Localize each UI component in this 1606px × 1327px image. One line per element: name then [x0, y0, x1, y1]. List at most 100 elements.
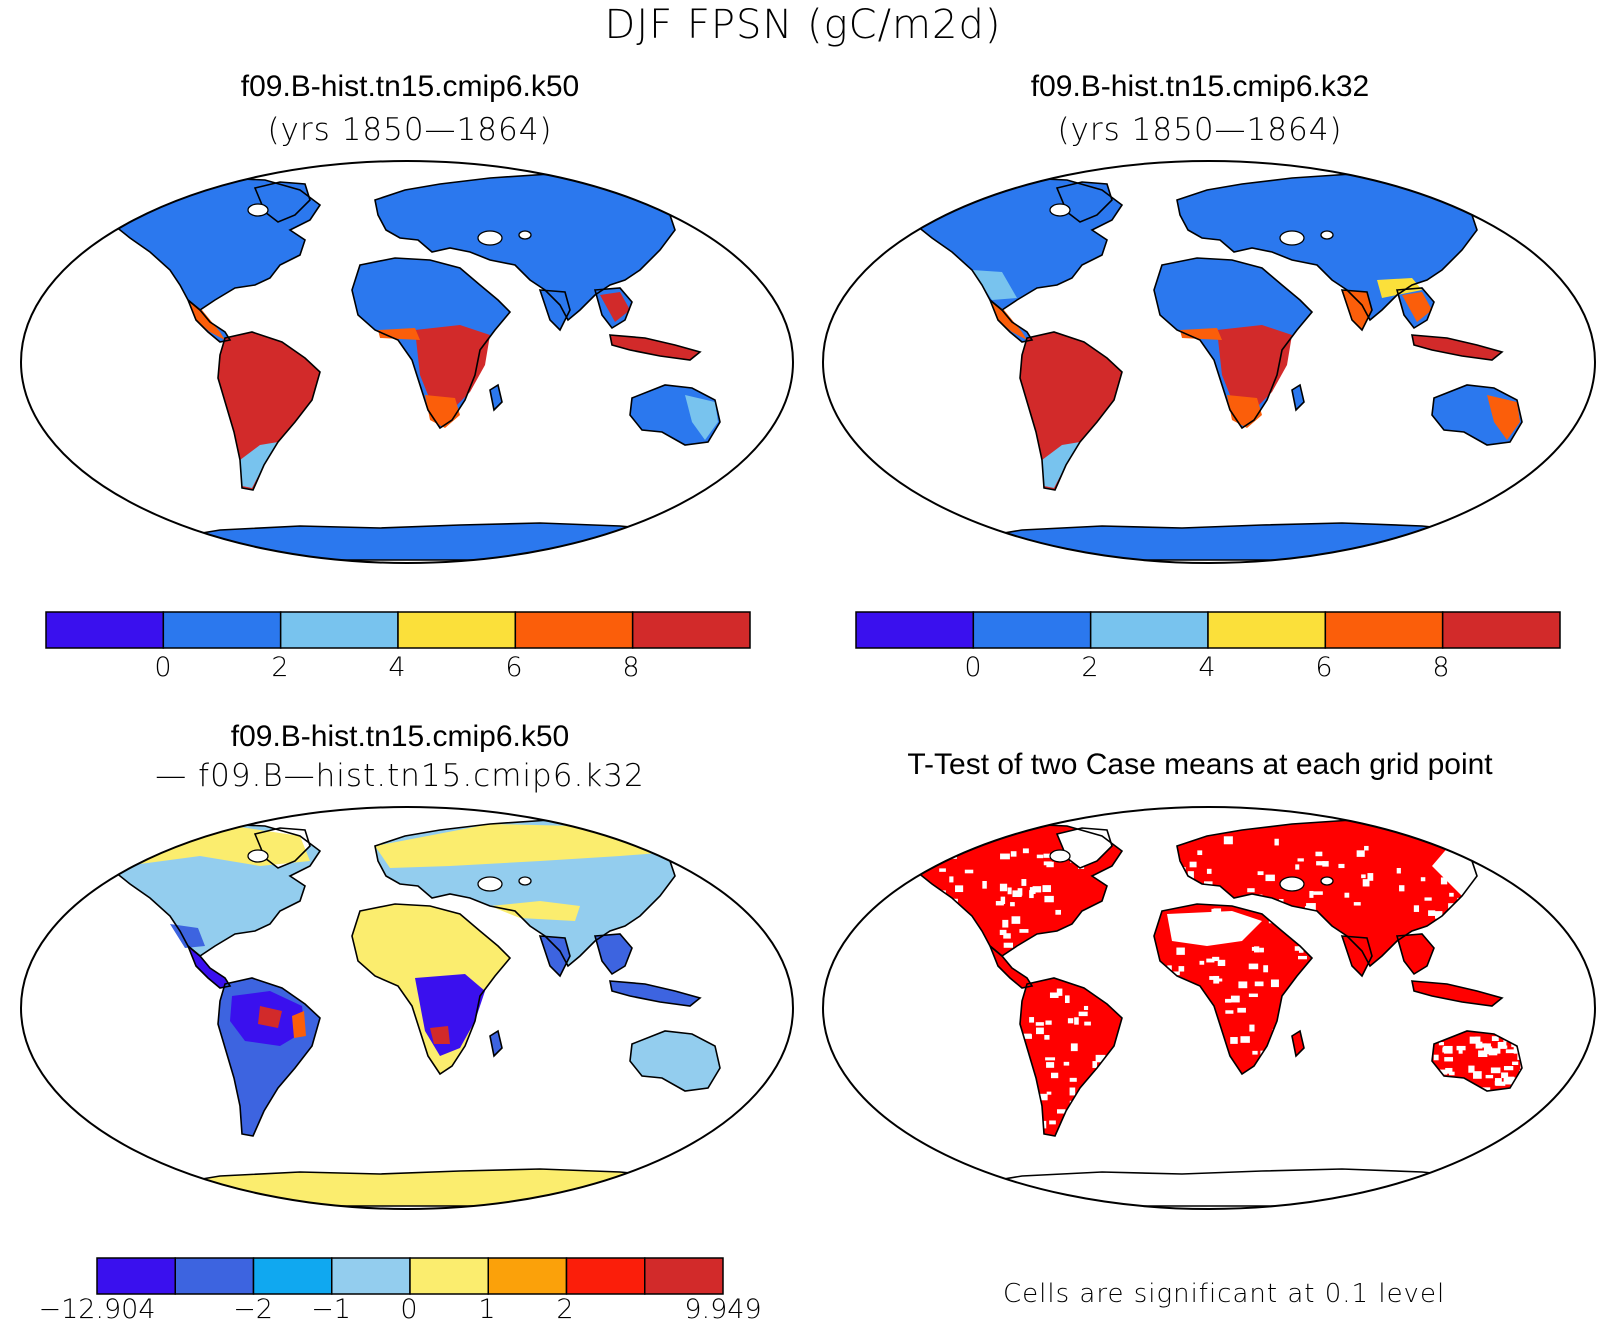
ttest-speckle — [1213, 908, 1222, 917]
map-frame — [20, 160, 794, 564]
ttest-speckle — [1119, 1037, 1129, 1045]
ttest-speckle — [1356, 850, 1365, 857]
ttest-speckle — [1520, 1061, 1525, 1069]
coastline-greenland — [1055, 827, 1113, 869]
india-orange — [1342, 290, 1372, 330]
coastline-africa — [1153, 903, 1314, 1076]
top-left-subtitle: (yrs 1850—1864) — [267, 112, 553, 148]
land-greenland — [1057, 182, 1112, 222]
colorbar-swatch — [331, 1257, 411, 1295]
ttest-speckle — [1434, 1081, 1440, 1089]
main-title: DJF FPSN (gC/m2d) — [604, 2, 1002, 48]
coastline-camerica — [187, 299, 232, 343]
ttest-speckle — [1298, 955, 1307, 960]
ttest-speckle — [1178, 966, 1185, 972]
ttest-speckle — [1199, 960, 1205, 965]
ttest-speckle — [1163, 1040, 1174, 1045]
ttest-speckle — [1274, 838, 1279, 846]
coastline-samerica — [1019, 977, 1123, 1137]
colorbar-swatch — [514, 611, 634, 649]
ttest-speckle — [1212, 956, 1220, 962]
coastline-samerica — [217, 331, 321, 491]
lake — [1279, 876, 1305, 892]
ttest-speckle — [1161, 1013, 1170, 1021]
ttest-speckle — [1353, 902, 1361, 906]
ttest-speckle — [1189, 861, 1197, 868]
ttest-speckle — [973, 936, 981, 942]
ttest-speckle — [1046, 1062, 1055, 1068]
ttest-speckle — [1260, 1050, 1267, 1057]
cbar-bl-tick-neg2: −2 — [233, 1294, 273, 1325]
lake — [1279, 230, 1305, 246]
land-greenland — [1057, 828, 1112, 868]
ttest-speckle — [939, 868, 946, 872]
coastline-camerica — [989, 299, 1034, 343]
ttest-speckle — [1074, 1017, 1079, 1025]
ttest-speckle — [1446, 930, 1454, 939]
lake — [247, 203, 269, 217]
ttest-speckle — [1107, 1110, 1116, 1118]
ttest-speckle — [1513, 1080, 1518, 1086]
ttest-speckle — [1110, 1071, 1115, 1078]
top-left-title: f09.B-hist.tn15.cmip6.k50 — [240, 70, 580, 103]
ttest-speckle — [1223, 836, 1233, 845]
ttest-speckle — [1084, 1021, 1091, 1026]
ttest-speckle — [1433, 1054, 1439, 1061]
ttest-speckle — [1095, 1116, 1100, 1124]
ttest-speckle — [966, 922, 976, 931]
ttest-speckle — [1367, 873, 1374, 881]
ttest-speckle — [1089, 1116, 1095, 1123]
cbar-tl-tick-8: 8 — [622, 652, 640, 683]
ttest-speckle — [1470, 896, 1477, 902]
ttest-speckle — [1039, 1093, 1048, 1101]
colorbar-swatch — [174, 1257, 255, 1295]
cbar-tr-tick-2: 2 — [1081, 652, 1099, 683]
ttest-speckle — [1192, 1003, 1198, 1008]
china-yellow — [1377, 278, 1422, 298]
ttest-speckle — [1003, 942, 1013, 948]
ttest-speckle — [1503, 1066, 1514, 1071]
lake — [247, 849, 269, 863]
ttest-speckle — [1103, 897, 1109, 903]
lake — [126, 205, 134, 211]
ttest-speckle — [1298, 946, 1304, 953]
ttest-speckle — [1083, 1005, 1089, 1011]
ttest-speckle — [1413, 905, 1420, 912]
ttest-speckle — [1505, 1049, 1516, 1054]
ttest-speckle — [1512, 1061, 1519, 1066]
ttest-speckle — [1187, 871, 1194, 880]
bottom-right-title: T-Test of two Case means at each grid po… — [907, 748, 1493, 781]
ttest-speckle — [1249, 1024, 1255, 1032]
lake — [957, 197, 967, 203]
lake — [1049, 849, 1071, 863]
ttest-speckle — [1503, 1076, 1508, 1083]
ttest-speckle — [1494, 1078, 1502, 1084]
ttest-speckle — [1049, 992, 1059, 998]
ttest-speckle — [1259, 947, 1264, 953]
colorbar-swatch — [1441, 611, 1561, 649]
ttest-speckle — [1504, 1076, 1515, 1085]
ttest-speckle — [1078, 1011, 1088, 1017]
coastline-india — [538, 289, 571, 332]
colorbar-swatch — [855, 611, 975, 649]
ttest-speckle — [1046, 1091, 1052, 1095]
coastline-africa — [351, 903, 512, 1076]
ttest-speckle — [1209, 976, 1215, 980]
land-india — [540, 936, 570, 976]
ttest-speckle — [936, 890, 946, 895]
ttest-speckle — [1022, 1066, 1032, 1074]
ttest-speckle — [1032, 886, 1042, 893]
ttest-speckle — [1434, 911, 1443, 919]
ttest-speckle — [1335, 930, 1341, 936]
ttest-speckle — [1294, 946, 1301, 951]
ttest-speckle — [1000, 896, 1006, 905]
ttest-speckle — [1247, 888, 1255, 893]
significance-note: Cells are significant at 0.1 level — [1003, 1279, 1446, 1309]
ttest-speckle — [1022, 848, 1029, 854]
diff-asia-yellow — [490, 901, 580, 921]
camerica-orange — [188, 300, 225, 340]
coastline-africa — [1153, 257, 1314, 430]
ttest-speckle — [1440, 877, 1448, 885]
ttest-speckle — [1045, 1057, 1056, 1061]
ttest-speckle — [1224, 915, 1233, 922]
